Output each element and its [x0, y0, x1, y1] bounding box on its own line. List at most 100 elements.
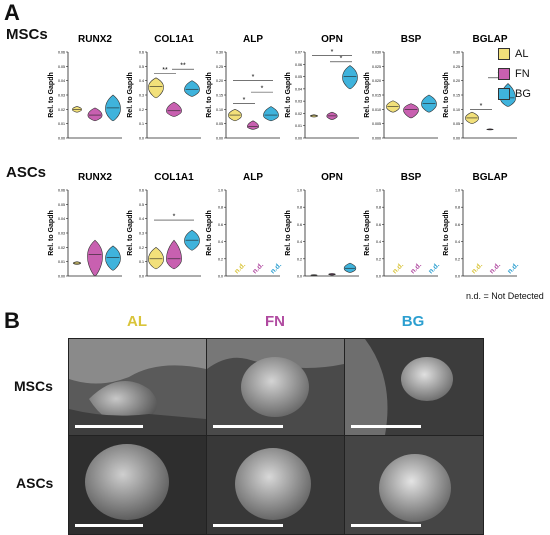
y-tick-label: 0.2 — [139, 246, 144, 250]
y-tick-label: 0.10 — [453, 108, 460, 112]
violin-fn — [166, 101, 182, 117]
chart-title: ALP — [243, 34, 263, 45]
chart-mscs-bsp: BSP 0.000 0.005 0.010 0.015 0.020 0.025 0.030 Re… — [364, 34, 438, 141]
y-tick-label: 0.04 — [58, 79, 65, 83]
y-tick-label: 0.25 — [453, 65, 460, 69]
chart-ascs-bglap: BGLAP 0.0 0.2 0.4 0.6 0.8 1.0 Rel. to Gapdh n.d.… — [443, 172, 520, 279]
significance-label: ** — [162, 67, 168, 74]
chart-title: ALP — [243, 172, 263, 183]
y-axis-label: Rel. to Gapdh — [206, 210, 213, 256]
y-tick-label: 0.04 — [58, 217, 65, 221]
y-tick-label: 0.025 — [372, 65, 381, 69]
y-tick-label: 0.05 — [58, 65, 65, 69]
y-tick-label: 0.01 — [295, 124, 302, 128]
y-tick-label: 0.05 — [58, 203, 65, 207]
y-tick-label: 0.4 — [218, 240, 223, 244]
y-tick-label: 0.4 — [376, 240, 381, 244]
y-axis-label: Rel. to Gapdh — [443, 72, 450, 118]
sem-image-ascs-bg — [344, 435, 484, 535]
chart-mscs-alp: ALP 0.00 0.05 0.10 0.15 0.20 0.25 0.30 Rel. to G… — [206, 34, 280, 141]
y-axis-label: Rel. to Gapdh — [48, 210, 55, 256]
panel-b-label: B — [4, 308, 20, 333]
y-tick-label: 0.2 — [297, 257, 302, 261]
y-tick-label: 0.01 — [58, 260, 65, 264]
y-tick-label: 0.06 — [58, 51, 65, 55]
y-tick-label: 0.0 — [376, 275, 381, 279]
y-tick-label: 0.010 — [372, 108, 381, 112]
y-tick-label: 0.15 — [216, 94, 223, 98]
chart-title: BSP — [401, 172, 422, 183]
chart-title: RUNX2 — [78, 172, 112, 183]
y-tick-label: 0.1 — [139, 260, 144, 264]
sem-column-al: AL — [127, 313, 147, 330]
y-tick-label: 0.03 — [58, 232, 65, 236]
y-tick-label: 0.0 — [297, 275, 302, 279]
y-tick-label: 0.8 — [297, 206, 302, 210]
y-axis-label: Rel. to Gapdh — [206, 72, 213, 118]
chart-ascs-opn: OPN 0.0 0.2 0.4 0.6 0.8 1.0 Rel. to Gapdh — [285, 172, 359, 279]
chart-title: OPN — [321, 34, 343, 45]
not-detected-bg: n.d. — [269, 262, 283, 276]
not-detected-fn: n.d. — [409, 262, 423, 276]
y-tick-label: 0.4 — [455, 240, 460, 244]
y-tick-label: 0.00 — [295, 137, 302, 141]
y-axis-label: Rel. to Gapdh — [127, 72, 134, 118]
y-tick-label: 0.20 — [216, 79, 223, 83]
chart-mscs-runx2: RUNX2 0.00 0.01 0.02 0.03 0.04 0.05 0.06 Rel. to… — [48, 34, 122, 141]
sem-image-grid — [68, 338, 484, 535]
y-tick-label: 0.4 — [139, 79, 144, 83]
not-detected-al: n.d. — [233, 262, 247, 276]
y-tick-label: 0.000 — [372, 137, 381, 141]
sem-row-mscs: MSCs — [14, 378, 53, 394]
y-tick-label: 0.02 — [58, 108, 65, 112]
significance-label: * — [173, 214, 176, 221]
violin-al — [148, 246, 164, 270]
significance-label: * — [340, 55, 343, 62]
y-tick-label: 0.6 — [139, 189, 144, 193]
violin-bg — [263, 106, 279, 122]
y-tick-label: 0.8 — [376, 206, 381, 210]
y-tick-label: 0.30 — [216, 51, 223, 55]
y-tick-label: 1.0 — [455, 189, 460, 193]
not-detected-bg: n.d. — [506, 262, 520, 276]
chart-title: BGLAP — [473, 172, 508, 183]
chart-ascs-bsp: BSP 0.0 0.2 0.4 0.6 0.8 1.0 Rel. to Gapdh n.d. n.… — [364, 172, 441, 279]
y-tick-label: 1.0 — [297, 189, 302, 193]
not-detected-al: n.d. — [470, 262, 484, 276]
y-tick-label: 0.10 — [216, 108, 223, 112]
y-tick-label: 0.015 — [372, 94, 381, 98]
sem-image-mscs-al — [68, 338, 207, 436]
y-tick-label: 0.020 — [372, 79, 381, 83]
violin-fn — [403, 103, 419, 119]
y-axis-label: Rel. to Gapdh — [364, 72, 371, 118]
significance-label: * — [480, 103, 483, 110]
y-tick-label: 0.6 — [139, 51, 144, 55]
y-tick-label: 0.5 — [139, 203, 144, 207]
y-tick-label: 0.4 — [297, 240, 302, 244]
y-axis-label: Rel. to Gapdh — [285, 210, 292, 256]
y-tick-label: 0.00 — [453, 137, 460, 141]
y-tick-label: 0.2 — [139, 108, 144, 112]
y-tick-label: 0.02 — [58, 246, 65, 250]
significance-label: * — [243, 97, 246, 104]
significance-label: * — [252, 74, 255, 81]
sem-column-bg: BG — [401, 313, 425, 330]
sem-image-mscs-bg — [344, 338, 484, 436]
sem-image-ascs-fn — [206, 435, 345, 535]
chart-title: OPN — [321, 172, 343, 183]
y-tick-label: 0.03 — [295, 100, 302, 104]
violin-bg — [105, 245, 121, 271]
sem-column-fn: FN — [265, 313, 285, 330]
not-detected-fn: n.d. — [488, 262, 502, 276]
y-tick-label: 0.20 — [453, 79, 460, 83]
y-tick-label: 0.030 — [372, 51, 381, 55]
violin-fn — [87, 107, 103, 122]
violin-charts: RUNX2 0.00 0.01 0.02 0.03 0.04 0.05 0.06 Rel. to… — [48, 34, 520, 279]
not-detected-al: n.d. — [391, 262, 405, 276]
y-tick-label: 0.2 — [218, 257, 223, 261]
sem-image-ascs-al — [68, 435, 207, 535]
y-tick-label: 0.2 — [455, 257, 460, 261]
y-tick-label: 0.06 — [295, 63, 302, 67]
y-tick-label: 0.6 — [218, 223, 223, 227]
y-tick-label: 0.07 — [295, 51, 302, 55]
